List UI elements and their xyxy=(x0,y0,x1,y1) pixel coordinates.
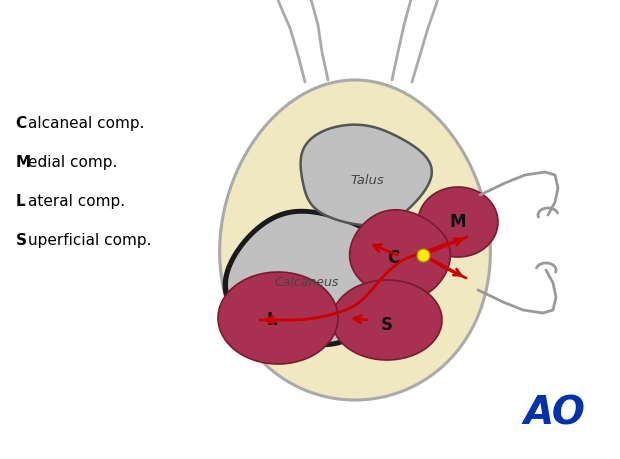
Polygon shape xyxy=(219,80,490,400)
Text: S: S xyxy=(16,234,27,248)
Text: S: S xyxy=(381,316,393,334)
Text: M: M xyxy=(450,213,466,231)
Text: uperficial comp.: uperficial comp. xyxy=(28,234,151,248)
Polygon shape xyxy=(418,187,498,257)
Text: L: L xyxy=(16,195,25,209)
Text: M: M xyxy=(16,156,30,170)
Polygon shape xyxy=(332,280,442,360)
Text: AO: AO xyxy=(524,394,586,432)
Text: edial comp.: edial comp. xyxy=(28,156,117,170)
Text: L: L xyxy=(267,311,277,329)
Polygon shape xyxy=(301,125,432,225)
Polygon shape xyxy=(218,272,338,364)
Text: alcaneal comp.: alcaneal comp. xyxy=(28,117,144,131)
Text: C: C xyxy=(387,249,399,267)
Text: C: C xyxy=(16,117,27,131)
Text: Talus: Talus xyxy=(350,174,384,186)
Polygon shape xyxy=(228,214,396,342)
Polygon shape xyxy=(350,210,450,300)
Text: ateral comp.: ateral comp. xyxy=(28,195,125,209)
Polygon shape xyxy=(223,209,401,347)
Text: Calcaneus: Calcaneus xyxy=(275,276,339,290)
